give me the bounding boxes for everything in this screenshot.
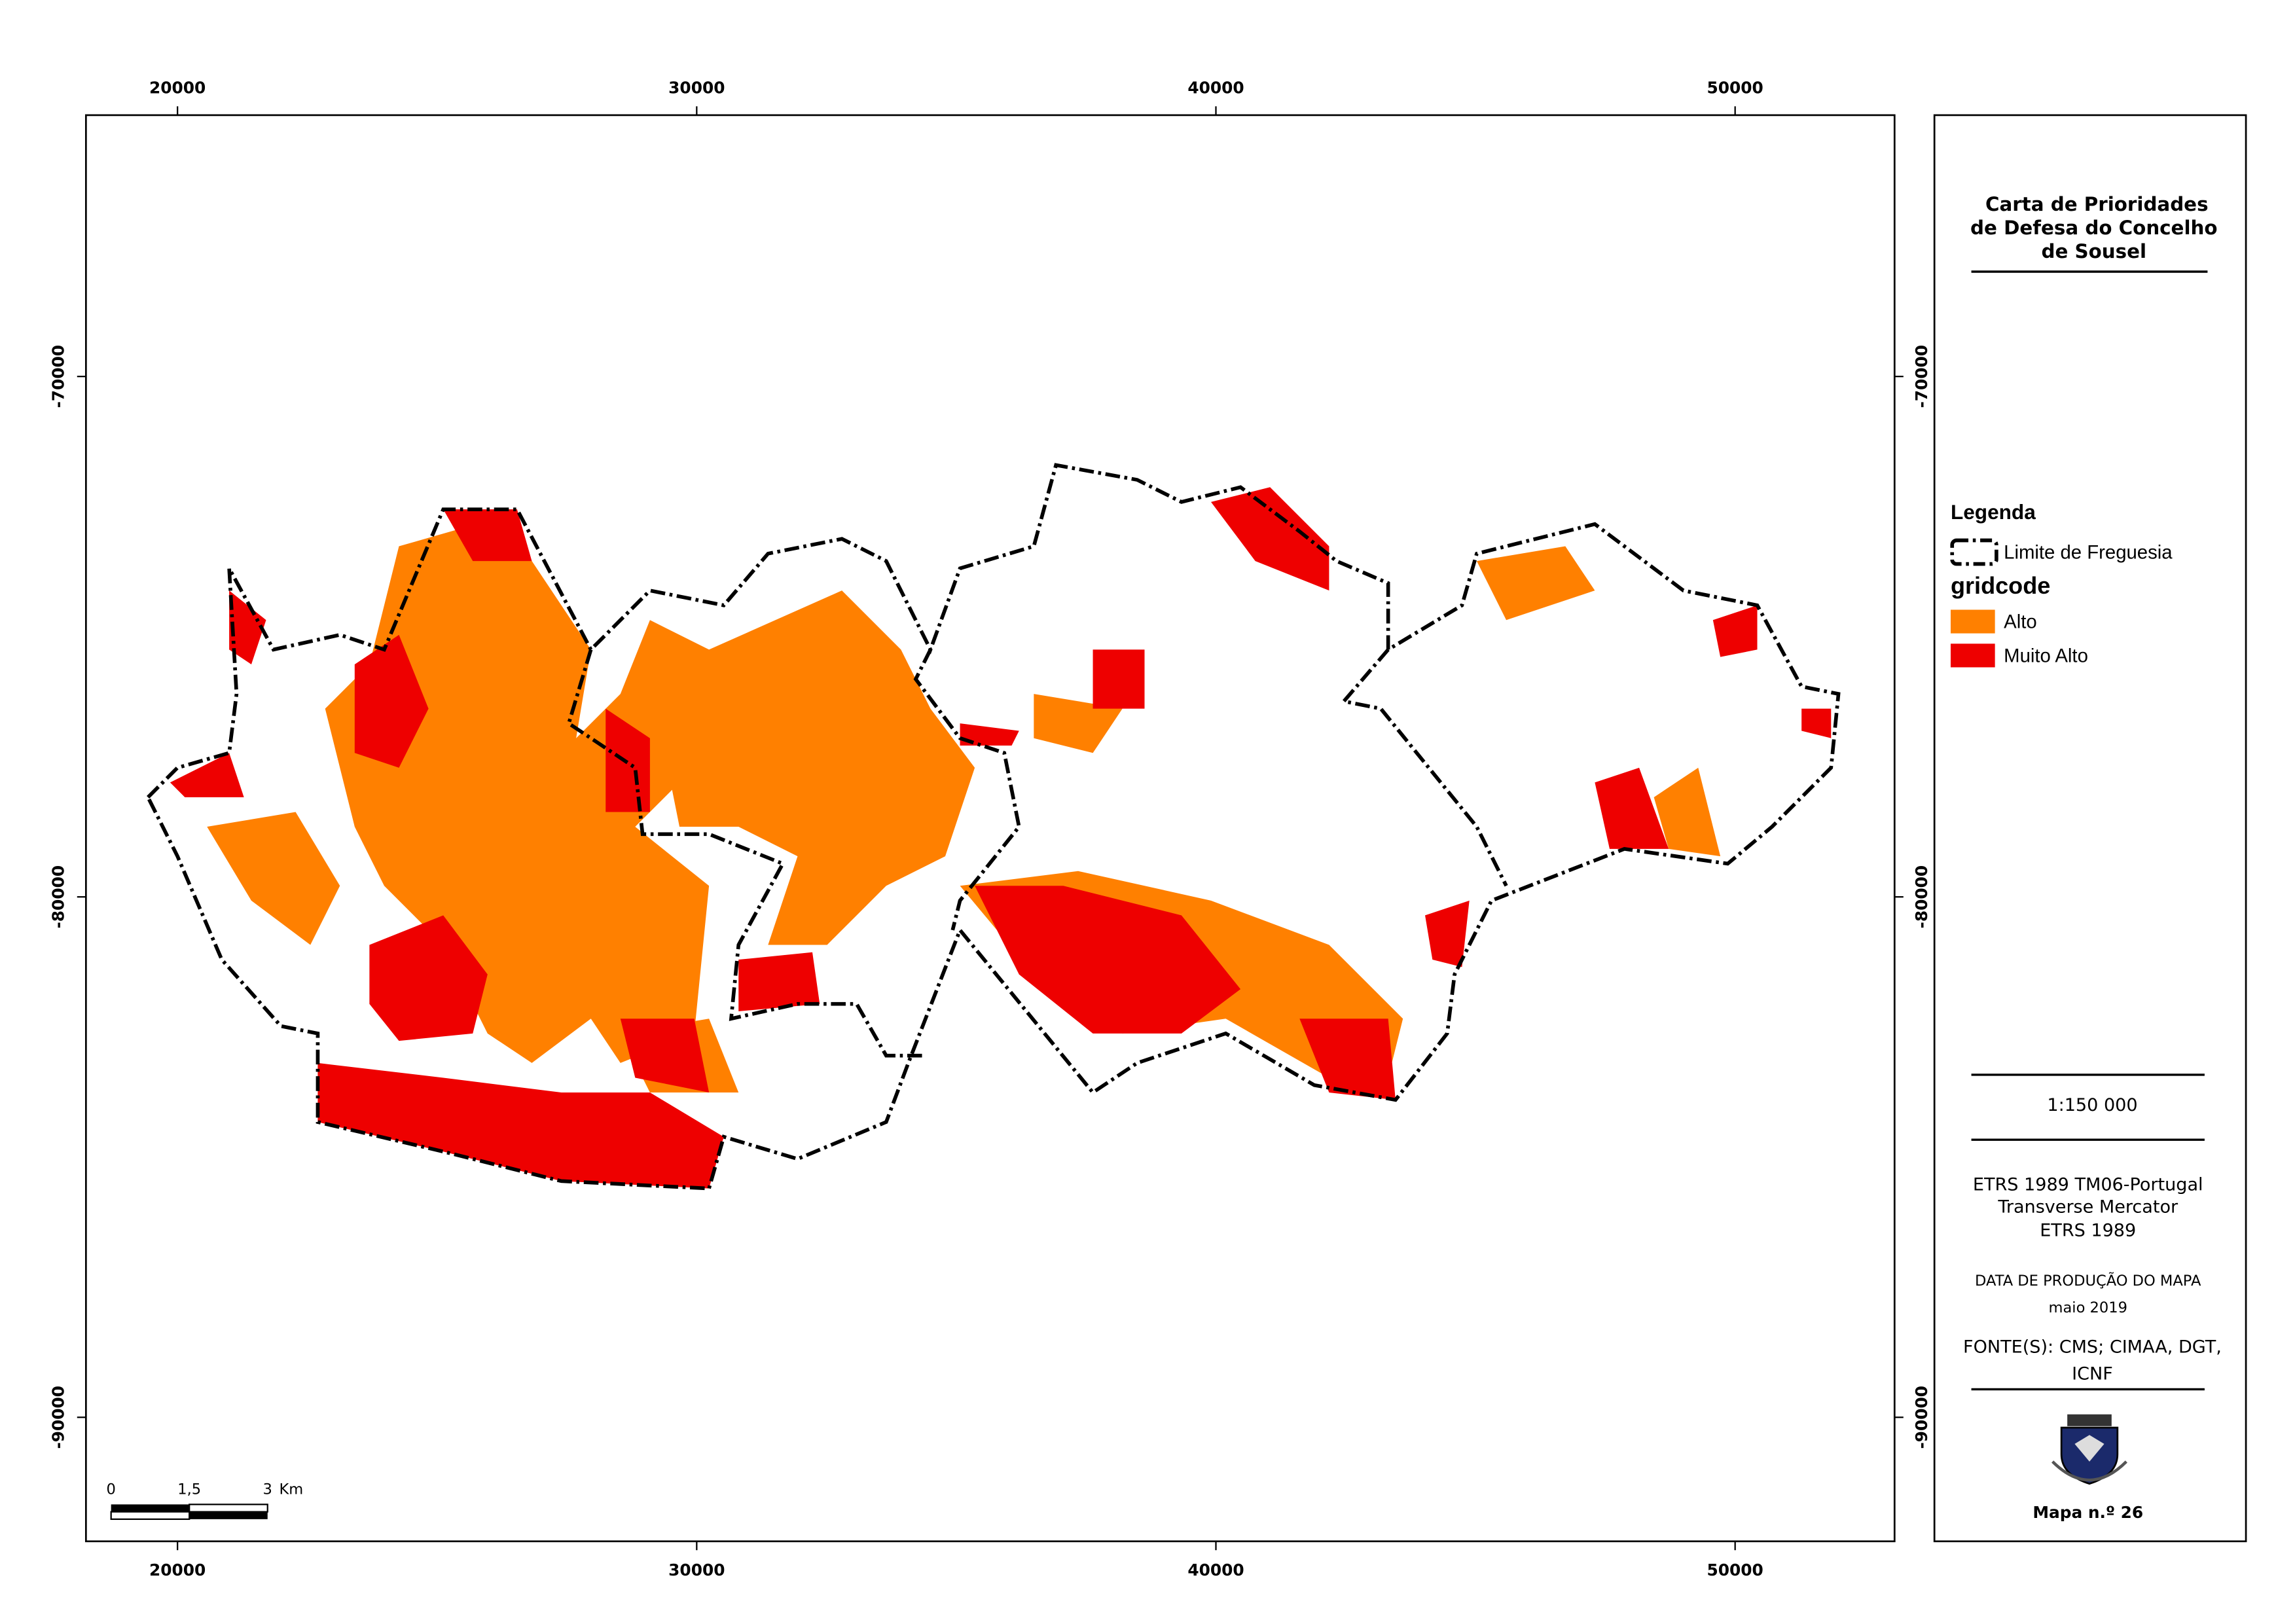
y-tick-label: -80000 xyxy=(1912,865,1931,929)
priority-patch xyxy=(1425,900,1470,967)
x-tick-label: 30000 xyxy=(668,1561,725,1579)
map-number: Mapa n.º 26 xyxy=(2033,1503,2143,1522)
y-tick-label: -70000 xyxy=(1912,345,1931,408)
priority-patch xyxy=(443,509,532,562)
x-tick-label: 20000 xyxy=(149,78,206,97)
scale-bar-label: 1,5 xyxy=(177,1481,201,1498)
priority-patch xyxy=(354,634,429,768)
scale-bar-label: 3 xyxy=(263,1481,272,1498)
x-tick-label: 20000 xyxy=(149,1561,206,1579)
sources: ICNF xyxy=(2072,1363,2113,1384)
production-date: maio 2019 xyxy=(2049,1299,2127,1316)
priority-patch xyxy=(605,708,650,812)
legend-field: gridcode xyxy=(1951,572,2050,599)
parish-boundary xyxy=(1340,648,1508,887)
parish-boundary xyxy=(146,463,1841,1191)
date-heading: DATA DE PRODUÇÃO DO MAPA xyxy=(1975,1271,2201,1290)
map-scale: 1:150 000 xyxy=(2047,1095,2137,1115)
scale-bar-segment xyxy=(111,1504,190,1512)
projection: Transverse Mercator xyxy=(1997,1197,2178,1217)
map-title: Carta de Prioridades xyxy=(1985,193,2209,215)
priority-patch xyxy=(1210,487,1329,591)
municipal-emblem xyxy=(2051,1414,2127,1485)
parish-boundary xyxy=(566,649,924,1058)
legend-swatch xyxy=(1950,643,1995,668)
x-tick-label: 40000 xyxy=(1187,1561,1244,1579)
priority-patch xyxy=(229,590,266,664)
priority-patch xyxy=(317,1062,724,1189)
x-tick-label: 40000 xyxy=(1187,78,1244,97)
scale-bar-segment xyxy=(189,1511,268,1519)
sources: FONTE(S): CMS; CIMAA, DGT, xyxy=(1963,1337,2222,1358)
y-tick-label: -80000 xyxy=(49,865,68,929)
priority-patch xyxy=(1712,605,1758,657)
municipality-map xyxy=(146,463,1841,1191)
map-title: de Defesa do Concelho xyxy=(1970,217,2218,239)
priority-patch xyxy=(738,952,820,1011)
priority-patch xyxy=(369,915,488,1041)
x-tick-label: 50000 xyxy=(1707,78,1763,97)
priority-patch xyxy=(170,753,244,797)
x-tick-label: 50000 xyxy=(1707,1561,1763,1579)
projection: ETRS 1989 TM06-Portugal xyxy=(1973,1175,2203,1195)
legend-label: Alto xyxy=(2004,611,2037,633)
priority-patch xyxy=(1299,1019,1396,1100)
y-tick-label: -70000 xyxy=(49,345,68,408)
y-tick-label: -90000 xyxy=(1912,1386,1931,1449)
side-panel xyxy=(1933,114,2247,1543)
legend-label: Limite de Freguesia xyxy=(2004,542,2173,564)
priority-patch xyxy=(207,812,340,945)
legend-swatch xyxy=(1950,538,1998,566)
map-title: de Sousel xyxy=(2041,240,2146,262)
legend-label: Muito Alto xyxy=(2004,645,2088,666)
priority-patch xyxy=(325,516,710,1063)
scale-bar-segment xyxy=(189,1504,268,1513)
scale-bar-segment xyxy=(110,1511,190,1520)
parish-boundary xyxy=(913,649,1021,931)
priority-patch xyxy=(975,886,1241,1034)
scale-bar-label: 0 xyxy=(106,1481,115,1498)
y-tick-label: -90000 xyxy=(49,1386,68,1449)
priority-patch xyxy=(1801,708,1832,738)
projection: ETRS 1989 xyxy=(2040,1221,2136,1241)
scale-bar-unit: Km xyxy=(279,1481,303,1498)
priority-patch xyxy=(1595,767,1669,849)
priority-patch xyxy=(664,590,975,945)
legend-heading: Legenda xyxy=(1951,500,2036,524)
priority-patch xyxy=(1093,649,1145,709)
priority-patch xyxy=(620,1019,710,1093)
priority-patch xyxy=(1476,546,1595,621)
legend-swatch xyxy=(1950,609,1995,634)
x-tick-label: 30000 xyxy=(668,78,725,97)
